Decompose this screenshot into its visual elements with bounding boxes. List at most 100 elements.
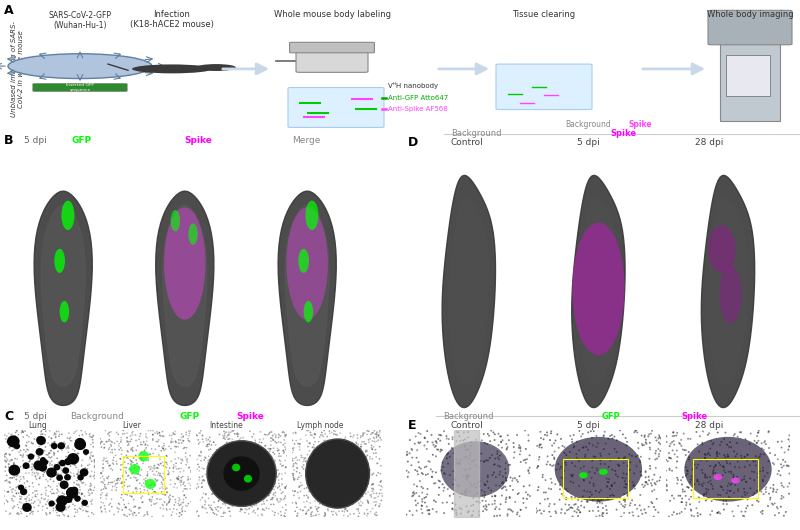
Point <box>182 431 195 440</box>
Point <box>223 499 236 507</box>
Point <box>34 497 46 505</box>
Point <box>446 499 459 507</box>
Point <box>279 500 292 509</box>
Point <box>458 443 471 451</box>
Point <box>178 482 191 490</box>
Point <box>141 470 154 478</box>
Point <box>289 487 302 496</box>
Point <box>335 451 348 460</box>
Point <box>718 451 730 460</box>
Point <box>314 431 327 439</box>
Point <box>711 428 724 437</box>
Point <box>304 460 317 468</box>
Point <box>122 447 134 456</box>
Point <box>531 486 544 494</box>
Point <box>88 463 101 472</box>
Point <box>239 443 252 452</box>
Point <box>62 487 75 496</box>
Point <box>20 441 33 450</box>
Point <box>414 438 427 447</box>
Point <box>410 467 423 475</box>
Point <box>17 500 30 508</box>
Circle shape <box>83 449 89 455</box>
Point <box>623 450 636 458</box>
Point <box>6 469 19 477</box>
Point <box>645 498 658 506</box>
Point <box>280 506 293 514</box>
Point <box>124 460 137 469</box>
Point <box>270 470 282 479</box>
Point <box>354 443 367 451</box>
Point <box>143 497 156 505</box>
Point <box>618 454 630 463</box>
Point <box>690 504 703 513</box>
Point <box>79 451 92 460</box>
Point <box>169 437 182 445</box>
Point <box>698 454 711 462</box>
Point <box>769 511 782 519</box>
Point <box>58 499 71 507</box>
Point <box>416 488 429 497</box>
Point <box>297 457 310 466</box>
Point <box>66 445 79 454</box>
Point <box>592 507 605 515</box>
Point <box>402 457 414 466</box>
Point <box>782 445 795 454</box>
Point <box>576 492 589 501</box>
Point <box>157 476 170 484</box>
Point <box>302 480 315 489</box>
Point <box>12 481 25 489</box>
Point <box>694 494 706 502</box>
Point <box>108 510 121 519</box>
Point <box>222 498 234 507</box>
Point <box>600 506 613 514</box>
Point <box>204 455 217 463</box>
Point <box>239 505 252 513</box>
Point <box>258 447 271 455</box>
Point <box>211 469 224 478</box>
Point <box>517 494 530 502</box>
Point <box>231 444 244 453</box>
Point <box>62 444 74 452</box>
Point <box>194 496 207 504</box>
Point <box>98 484 110 493</box>
Point <box>134 494 147 502</box>
Point <box>77 506 90 515</box>
Point <box>156 473 169 482</box>
Point <box>269 508 282 517</box>
Point <box>224 461 237 470</box>
Point <box>685 475 698 484</box>
Text: 28 dpi: 28 dpi <box>694 421 723 429</box>
Point <box>194 456 207 465</box>
Point <box>37 446 50 455</box>
Point <box>334 441 346 450</box>
Circle shape <box>60 481 69 489</box>
Point <box>162 468 175 476</box>
Point <box>782 482 794 491</box>
Point <box>333 438 346 446</box>
Point <box>45 434 58 443</box>
Point <box>318 440 330 448</box>
Point <box>549 507 562 516</box>
Point <box>314 473 327 481</box>
Point <box>357 460 370 469</box>
Point <box>507 439 520 447</box>
Point <box>328 436 341 444</box>
Point <box>325 456 338 464</box>
Point <box>542 502 555 510</box>
Point <box>180 461 193 469</box>
Point <box>62 441 74 450</box>
Point <box>489 492 502 500</box>
Point <box>35 494 48 502</box>
Point <box>500 493 513 502</box>
Point <box>764 493 777 502</box>
Point <box>407 491 420 500</box>
Point <box>720 489 733 497</box>
Point <box>101 491 114 500</box>
Point <box>418 498 431 507</box>
Point <box>103 431 116 440</box>
Point <box>306 476 318 485</box>
Point <box>242 510 255 518</box>
Point <box>233 441 246 449</box>
Point <box>142 510 154 519</box>
